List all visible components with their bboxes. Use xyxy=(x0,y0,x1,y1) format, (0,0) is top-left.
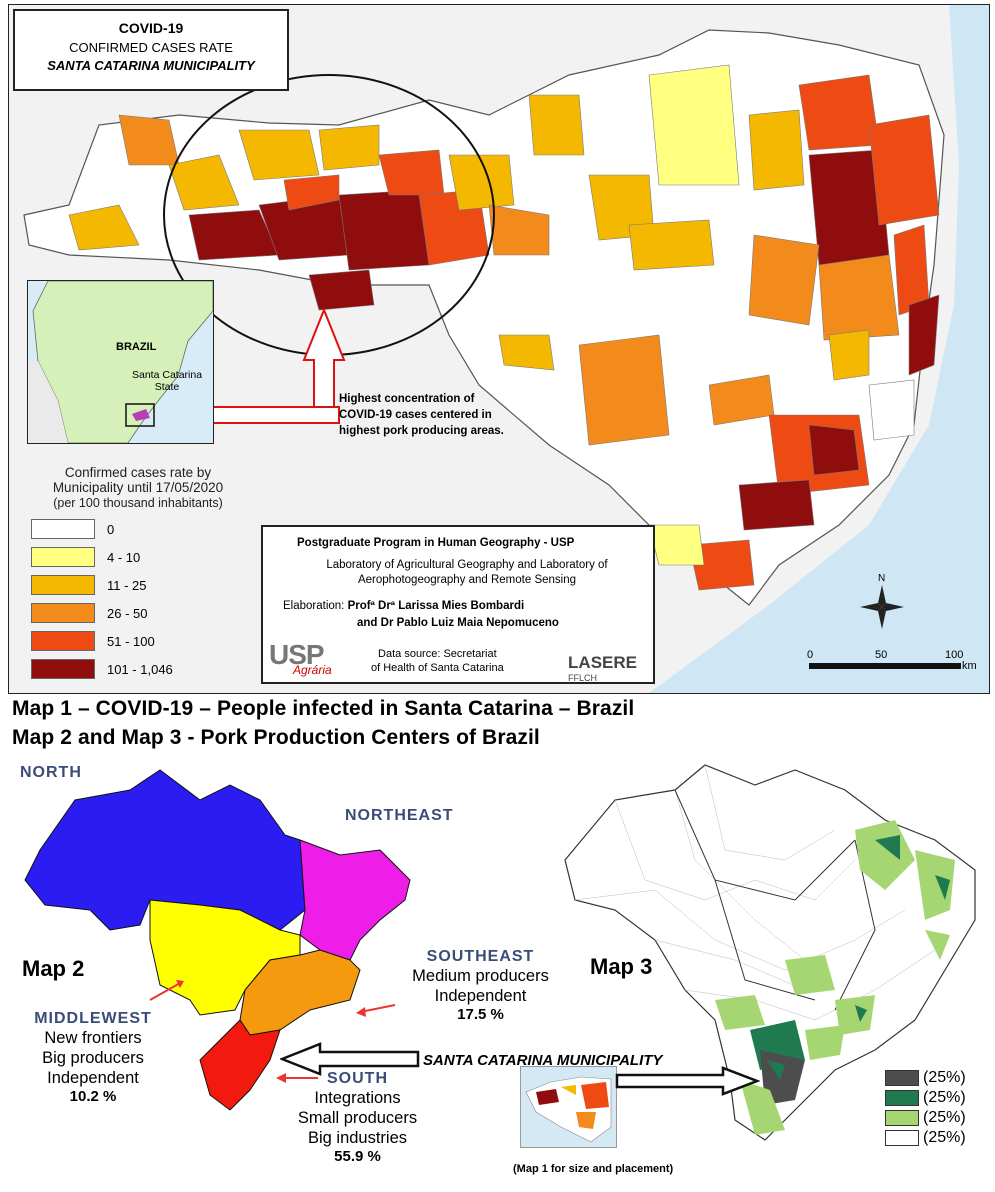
map2-name: Map 2 xyxy=(22,956,85,981)
map3-legend-swatch xyxy=(885,1110,919,1126)
legend-item: 51 - 100 xyxy=(23,631,253,651)
map3-legend-item: (25%) xyxy=(885,1128,966,1148)
legend-title: Confirmed cases rate by Municipality unt… xyxy=(52,465,224,510)
map3-legend-swatch xyxy=(885,1070,919,1086)
map1-thumbnail xyxy=(520,1066,617,1148)
legend-item: 11 - 25 xyxy=(23,575,253,595)
legend-item: 101 - 1,046 xyxy=(23,659,253,679)
legend-label: 0 xyxy=(107,521,115,537)
map3-legend-label: (25%) xyxy=(923,1089,966,1106)
south-block: SOUTH Integrations Small producers Big i… xyxy=(297,1070,418,1165)
map3-legend-swatch xyxy=(885,1130,919,1146)
map-title: COVID-19 xyxy=(118,20,184,36)
legend-label: 51 - 100 xyxy=(107,633,155,649)
label-north: NORTH xyxy=(20,764,82,781)
covid-legend: Confirmed cases rate by Municipality unt… xyxy=(23,465,253,679)
legend-item: 0 xyxy=(23,519,253,539)
southeast-block: SOUTHEAST Medium producers Independent 1… xyxy=(412,948,549,1023)
middlewest-block: MIDDLEWEST New frontiers Big producers I… xyxy=(34,1010,152,1105)
legend-swatch xyxy=(31,631,95,651)
label-northeast: NORTHEAST xyxy=(345,807,454,824)
map3-legend-item: (25%) xyxy=(885,1088,966,1108)
legend-label: 26 - 50 xyxy=(107,605,148,621)
legend-label: 101 - 1,046 xyxy=(107,661,173,677)
map-subtitle: CONFIRMED CASES RATE xyxy=(69,40,233,55)
annotation-text: Highest concentration of COVID-19 cases … xyxy=(339,393,504,437)
pork-production-map xyxy=(564,764,976,1141)
map3-legend-label: (25%) xyxy=(923,1069,966,1086)
data-source: Data source: Secretariat of Health of Sa… xyxy=(371,648,504,674)
legend-label: 4 - 10 xyxy=(107,549,141,565)
agraria-logo-text: Agrária xyxy=(293,663,332,677)
arrow-to-south xyxy=(280,1042,420,1076)
north-label: N xyxy=(878,573,886,584)
authors: Elaboration: Profª Drª Larissa Mies Bomb… xyxy=(283,600,559,629)
covid-map: COVID-19 CONFIRMED CASES RATE SANTA CATA… xyxy=(8,4,990,694)
map3-legend-swatch xyxy=(885,1090,919,1106)
legend-item: 4 - 10 xyxy=(23,547,253,567)
map-region: SANTA CATARINA MUNICIPALITY xyxy=(47,58,255,73)
legend-swatch xyxy=(31,659,95,679)
legend-swatch xyxy=(31,575,95,595)
santa-catarina-pointer-label: SANTA CATARINA MUNICIPALITY xyxy=(423,1052,663,1069)
map3-legend: (25%) (25%) (25%) (25%) xyxy=(885,1068,966,1148)
map3-legend-item: (25%) xyxy=(885,1108,966,1128)
map3-legend-label: (25%) xyxy=(923,1109,966,1126)
brazil-regions-map xyxy=(24,769,411,1111)
map3-legend-label: (25%) xyxy=(923,1129,966,1146)
thumbnail-note: (Map 1 for size and placement) xyxy=(513,1163,674,1175)
legend-label: 11 - 25 xyxy=(107,577,147,593)
caption-map2-3: Map 2 and Map 3 - Pork Production Center… xyxy=(12,726,540,749)
lab-name: Laboratory of Agricultural Geography and… xyxy=(326,559,608,586)
lasere-logo: LASERE FFLCH xyxy=(568,653,637,683)
inset-country: BRAZIL xyxy=(116,341,157,353)
usp-logo: USP xyxy=(269,639,325,670)
credits-box: Postgraduate Program in Human Geography … xyxy=(261,525,655,684)
arrow-to-map3 xyxy=(615,1066,760,1096)
santa-catarina-map xyxy=(9,5,989,693)
map3-name: Map 3 xyxy=(590,954,653,979)
legend-swatch xyxy=(31,603,95,623)
brazil-inset-map: BRAZIL Santa Catarina State xyxy=(27,280,214,444)
caption-map1: Map 1 – COVID-19 – People infected in Sa… xyxy=(12,697,635,720)
legend-item: 26 - 50 xyxy=(23,603,253,623)
map-title-box: COVID-19 CONFIRMED CASES RATE SANTA CATA… xyxy=(13,9,289,91)
scale-bar: 0 50 100 km xyxy=(807,649,977,672)
inset-state-label: Santa Catarina State xyxy=(132,369,203,393)
program-name: Postgraduate Program in Human Geography … xyxy=(297,537,575,549)
map3-legend-item: (25%) xyxy=(885,1068,966,1088)
legend-swatch xyxy=(31,547,95,567)
legend-swatch xyxy=(31,519,95,539)
